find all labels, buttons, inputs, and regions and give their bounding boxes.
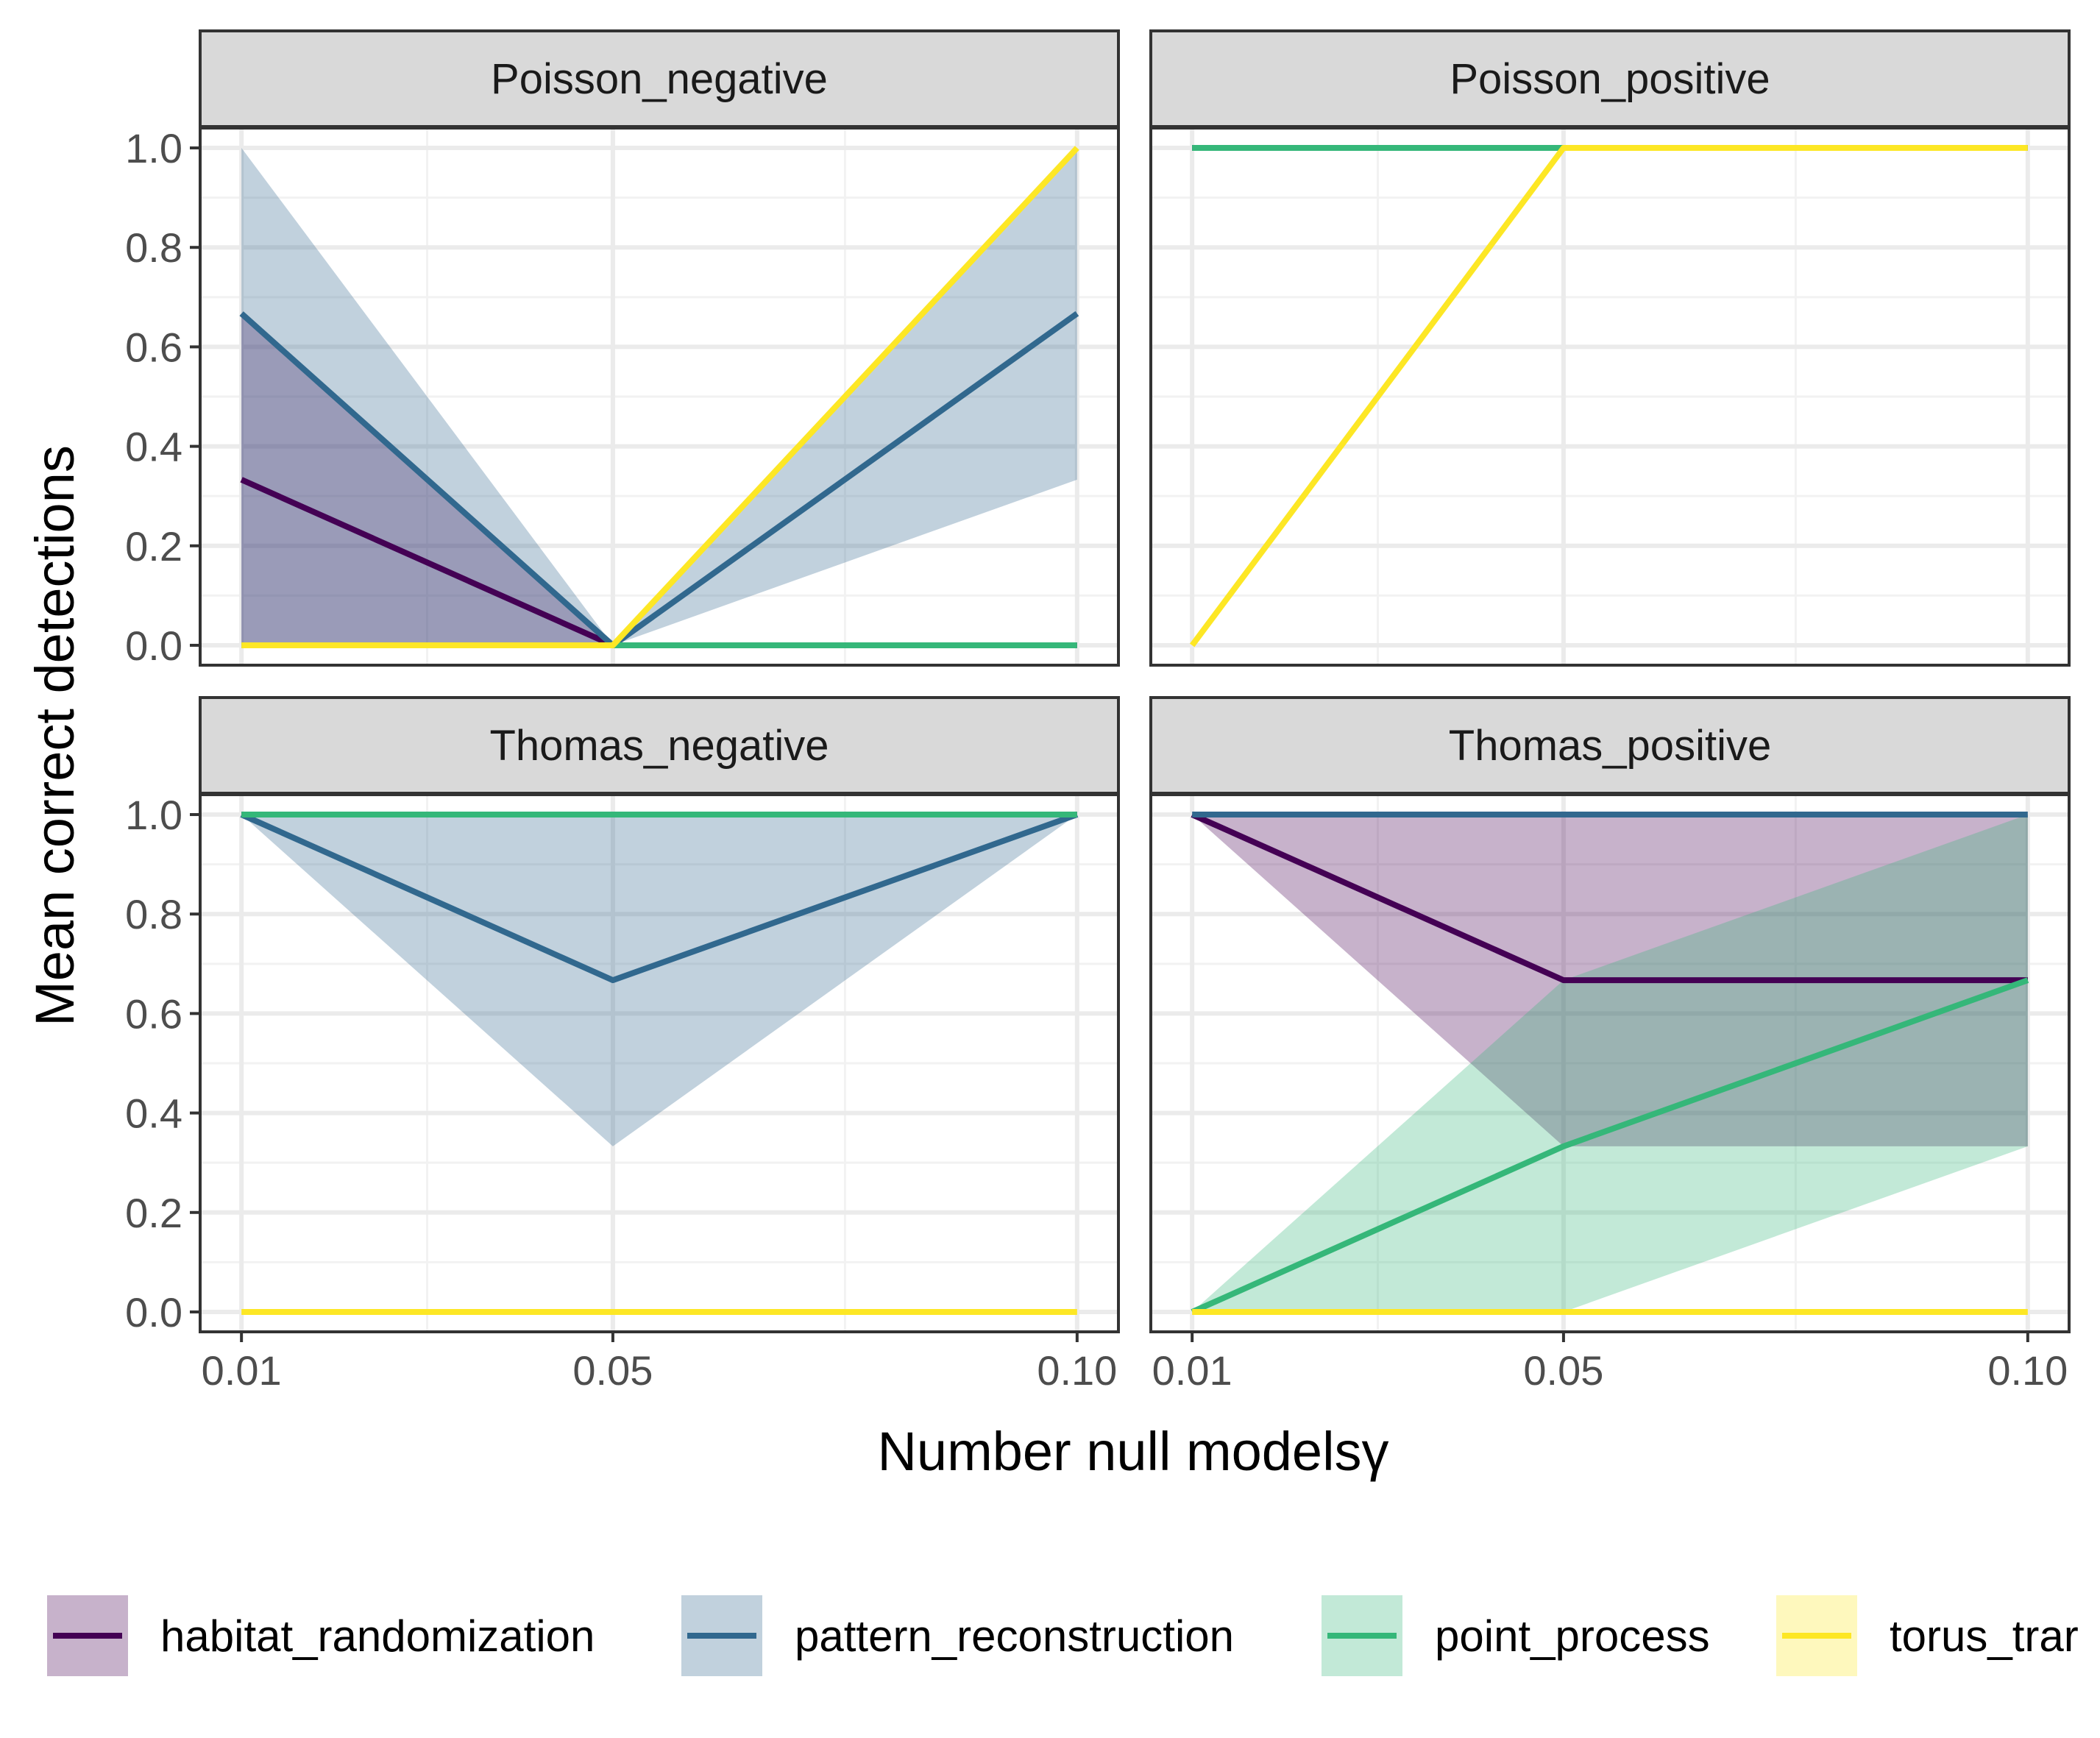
strip-background	[199, 29, 1120, 128]
y-tick-label: 0.2	[125, 523, 182, 570]
line-torus_translation	[1189, 145, 2028, 648]
y-tick-label: 0.0	[125, 623, 182, 669]
x-tick-label: 0.10	[1987, 1347, 2068, 1394]
line-point_process	[1191, 977, 2029, 1315]
legend-item-pattern_reconstruction: pattern_reconstruction	[681, 1595, 1234, 1676]
y-tick-label: 0.8	[125, 891, 182, 937]
x-axis-title: Number null modelsγ	[877, 1421, 1388, 1482]
y-tick-label: 0.2	[125, 1190, 182, 1236]
legend-item-point_process: point_process	[1322, 1595, 1710, 1676]
strip-label: Poisson_negative	[491, 55, 828, 103]
y-axis-title: Mean correct detections	[24, 445, 85, 1026]
line-habitat_randomization	[1191, 812, 2028, 984]
strip-label: Thomas_negative	[489, 722, 829, 770]
strip-label: Poisson_positive	[1450, 55, 1770, 103]
facet-panels: Poisson_negative0.00.20.40.60.81.0Poisso…	[125, 29, 2071, 1394]
legend-label: torus_trar	[1890, 1611, 2079, 1661]
y-tick-label: 0.8	[125, 224, 182, 271]
legend-item-torus_translation: torus_trar	[1776, 1595, 2079, 1676]
panel-Poisson_negative: Poisson_negative 0.0 0.2 0.4 0.6 0.8 1.0	[125, 29, 1120, 669]
line-torus_translation	[241, 146, 1079, 648]
legend-item-habitat_randomization: habitat_randomization	[47, 1595, 595, 1676]
y-tick-label: 1.0	[125, 792, 182, 838]
ribbon-pattern_reconstruction	[241, 148, 1077, 645]
strip-background	[199, 696, 1120, 795]
ribbon-habitat_randomization	[241, 313, 1077, 645]
legend-label: pattern_reconstruction	[795, 1611, 1234, 1661]
legend: habitat_randomization pattern_reconstruct…	[47, 1595, 2079, 1676]
legend-label: habitat_randomization	[160, 1611, 595, 1661]
y-tick-label: 0.4	[125, 424, 182, 470]
x-tick-label: 0.01	[1152, 1347, 1232, 1394]
line-pattern_reconstruction	[240, 812, 1079, 984]
strip-background	[1149, 696, 2071, 795]
panel-Poisson_positive: Poisson_positive	[1149, 29, 2071, 667]
x-tick-label: 0.01	[202, 1347, 282, 1394]
ribbon-pattern_reconstruction	[241, 815, 1077, 1146]
x-tick-label: 0.05	[572, 1347, 653, 1394]
strip-background	[1149, 29, 2071, 128]
legend-label: point_process	[1435, 1611, 1710, 1661]
y-tick-label: 1.0	[125, 125, 182, 171]
x-tick-label: 0.05	[1523, 1347, 1603, 1394]
y-tick-label: 0.6	[125, 990, 182, 1037]
ribbon-point_process	[1192, 815, 2028, 1312]
y-tick-label: 0.6	[125, 324, 182, 370]
y-tick-label: 0.0	[125, 1289, 182, 1336]
y-tick-label: 0.4	[125, 1090, 182, 1137]
strip-label: Thomas_positive	[1449, 722, 1771, 770]
panel-Thomas_negative: Thomas_negative 0.0 0.2 0.4 0.6 0.8 1.0 0.01 0.0…	[125, 696, 1120, 1394]
panel-Thomas_positive: Thomas_positive 0.01 0.05 0.10	[1149, 696, 2071, 1394]
x-tick-label: 0.10	[1037, 1347, 1117, 1394]
